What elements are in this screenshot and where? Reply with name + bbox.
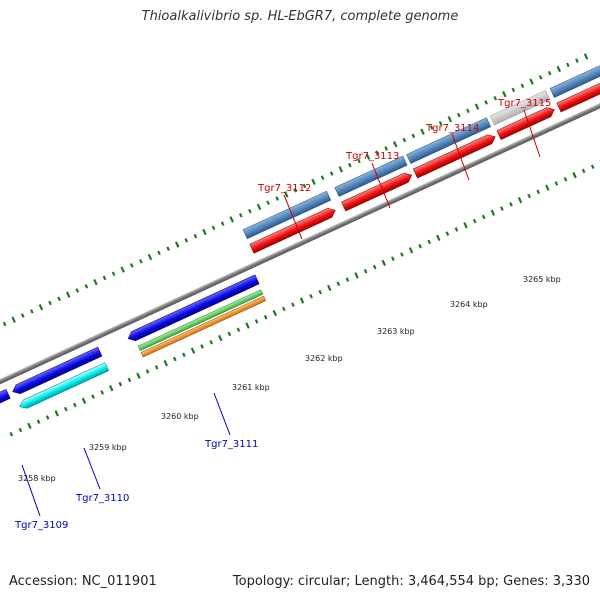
scale-label-3263: 3263 kbp [377, 327, 415, 336]
rrna-feature[interactable] [137, 289, 264, 352]
forward-cds-track [249, 77, 600, 254]
outer-tick-ring [2, 53, 589, 327]
scale-labels: 3258 kbp 3259 kbp 3260 kbp 3261 kbp 3262… [18, 275, 561, 483]
gene-feature-tgr7-3112[interactable] [242, 190, 332, 240]
genome-backbone [0, 85, 600, 400]
scale-label-3262: 3262 kbp [305, 354, 343, 363]
cds-feature-tgr7-3112[interactable] [249, 206, 338, 254]
cds-feature-tgr7-3111[interactable] [126, 274, 260, 343]
gene-feature-tgr7-3115[interactable] [489, 90, 551, 126]
reverse-gene-track [18, 289, 267, 411]
map-title: Thioalkalivibrio sp. HL-EbGR7, complete … [141, 9, 459, 24]
scale-label-3260: 3260 kbp [161, 412, 199, 421]
leader-line-tgr7-3113 [371, 162, 391, 209]
map-track-group [0, 53, 600, 437]
leader-line-tgr7-3114 [451, 133, 470, 181]
gene-feature-tgr7-3114[interactable] [406, 117, 492, 164]
cds-feature-tgr7-3110[interactable] [11, 346, 103, 396]
cds-feature-tgr7-3115[interactable] [496, 105, 557, 140]
gene-label-tgr7-3109[interactable]: Tgr7_3109 [14, 520, 68, 531]
reverse-cds-track [0, 274, 260, 416]
gene-label-tgr7-3110[interactable]: Tgr7_3110 [75, 493, 129, 504]
scale-label-3264: 3264 kbp [450, 300, 488, 309]
gene-label-tgr7-3114[interactable]: Tgr7_3114 [425, 123, 479, 134]
gene-label-tgr7-3111[interactable]: Tgr7_3111 [204, 439, 258, 450]
cds-feature-tgr7-3114[interactable] [412, 132, 497, 179]
gene-feature-tgr7-3113[interactable] [334, 155, 408, 197]
scale-label-3259: 3259 kbp [89, 443, 127, 452]
gene-feature-tgr7-3110[interactable] [18, 362, 110, 411]
forward-gene-track [242, 63, 600, 240]
scale-label-3265: 3265 kbp [523, 275, 561, 284]
gene-label-tgr7-3112[interactable]: Tgr7_3112 [257, 183, 311, 194]
leader-line-tgr7-3112 [283, 194, 303, 240]
scale-label-3261: 3261 kbp [232, 383, 270, 392]
forward-gene-labels: Tgr7_3112 Tgr7_3113 Tgr7_3114 Tgr7_3115 [257, 98, 551, 240]
leader-line-tgr7-3111 [213, 392, 231, 436]
accession-label: Accession: NC_011901 [9, 574, 157, 589]
other-feature[interactable] [140, 295, 267, 358]
gene-label-tgr7-3113[interactable]: Tgr7_3113 [345, 151, 399, 162]
gene-label-tgr7-3115[interactable]: Tgr7_3115 [497, 98, 551, 109]
cds-feature-tgr7-3113[interactable] [341, 171, 413, 212]
cds-feature-prev[interactable] [0, 388, 11, 416]
scale-label-3258: 3258 kbp [18, 474, 56, 483]
cds-feature-next[interactable] [556, 77, 600, 113]
genome-summary: Topology: circular; Length: 3,464,554 bp… [232, 574, 590, 589]
inner-tick-ring [9, 159, 600, 437]
leader-line-tgr7-3115 [523, 109, 541, 158]
leader-line-tgr7-3110 [83, 447, 101, 490]
reverse-gene-labels: Tgr7_3109 Tgr7_3110 Tgr7_3111 [14, 392, 258, 531]
gene-feature-next[interactable] [549, 63, 600, 98]
leader-line-tgr7-3109 [21, 464, 41, 517]
